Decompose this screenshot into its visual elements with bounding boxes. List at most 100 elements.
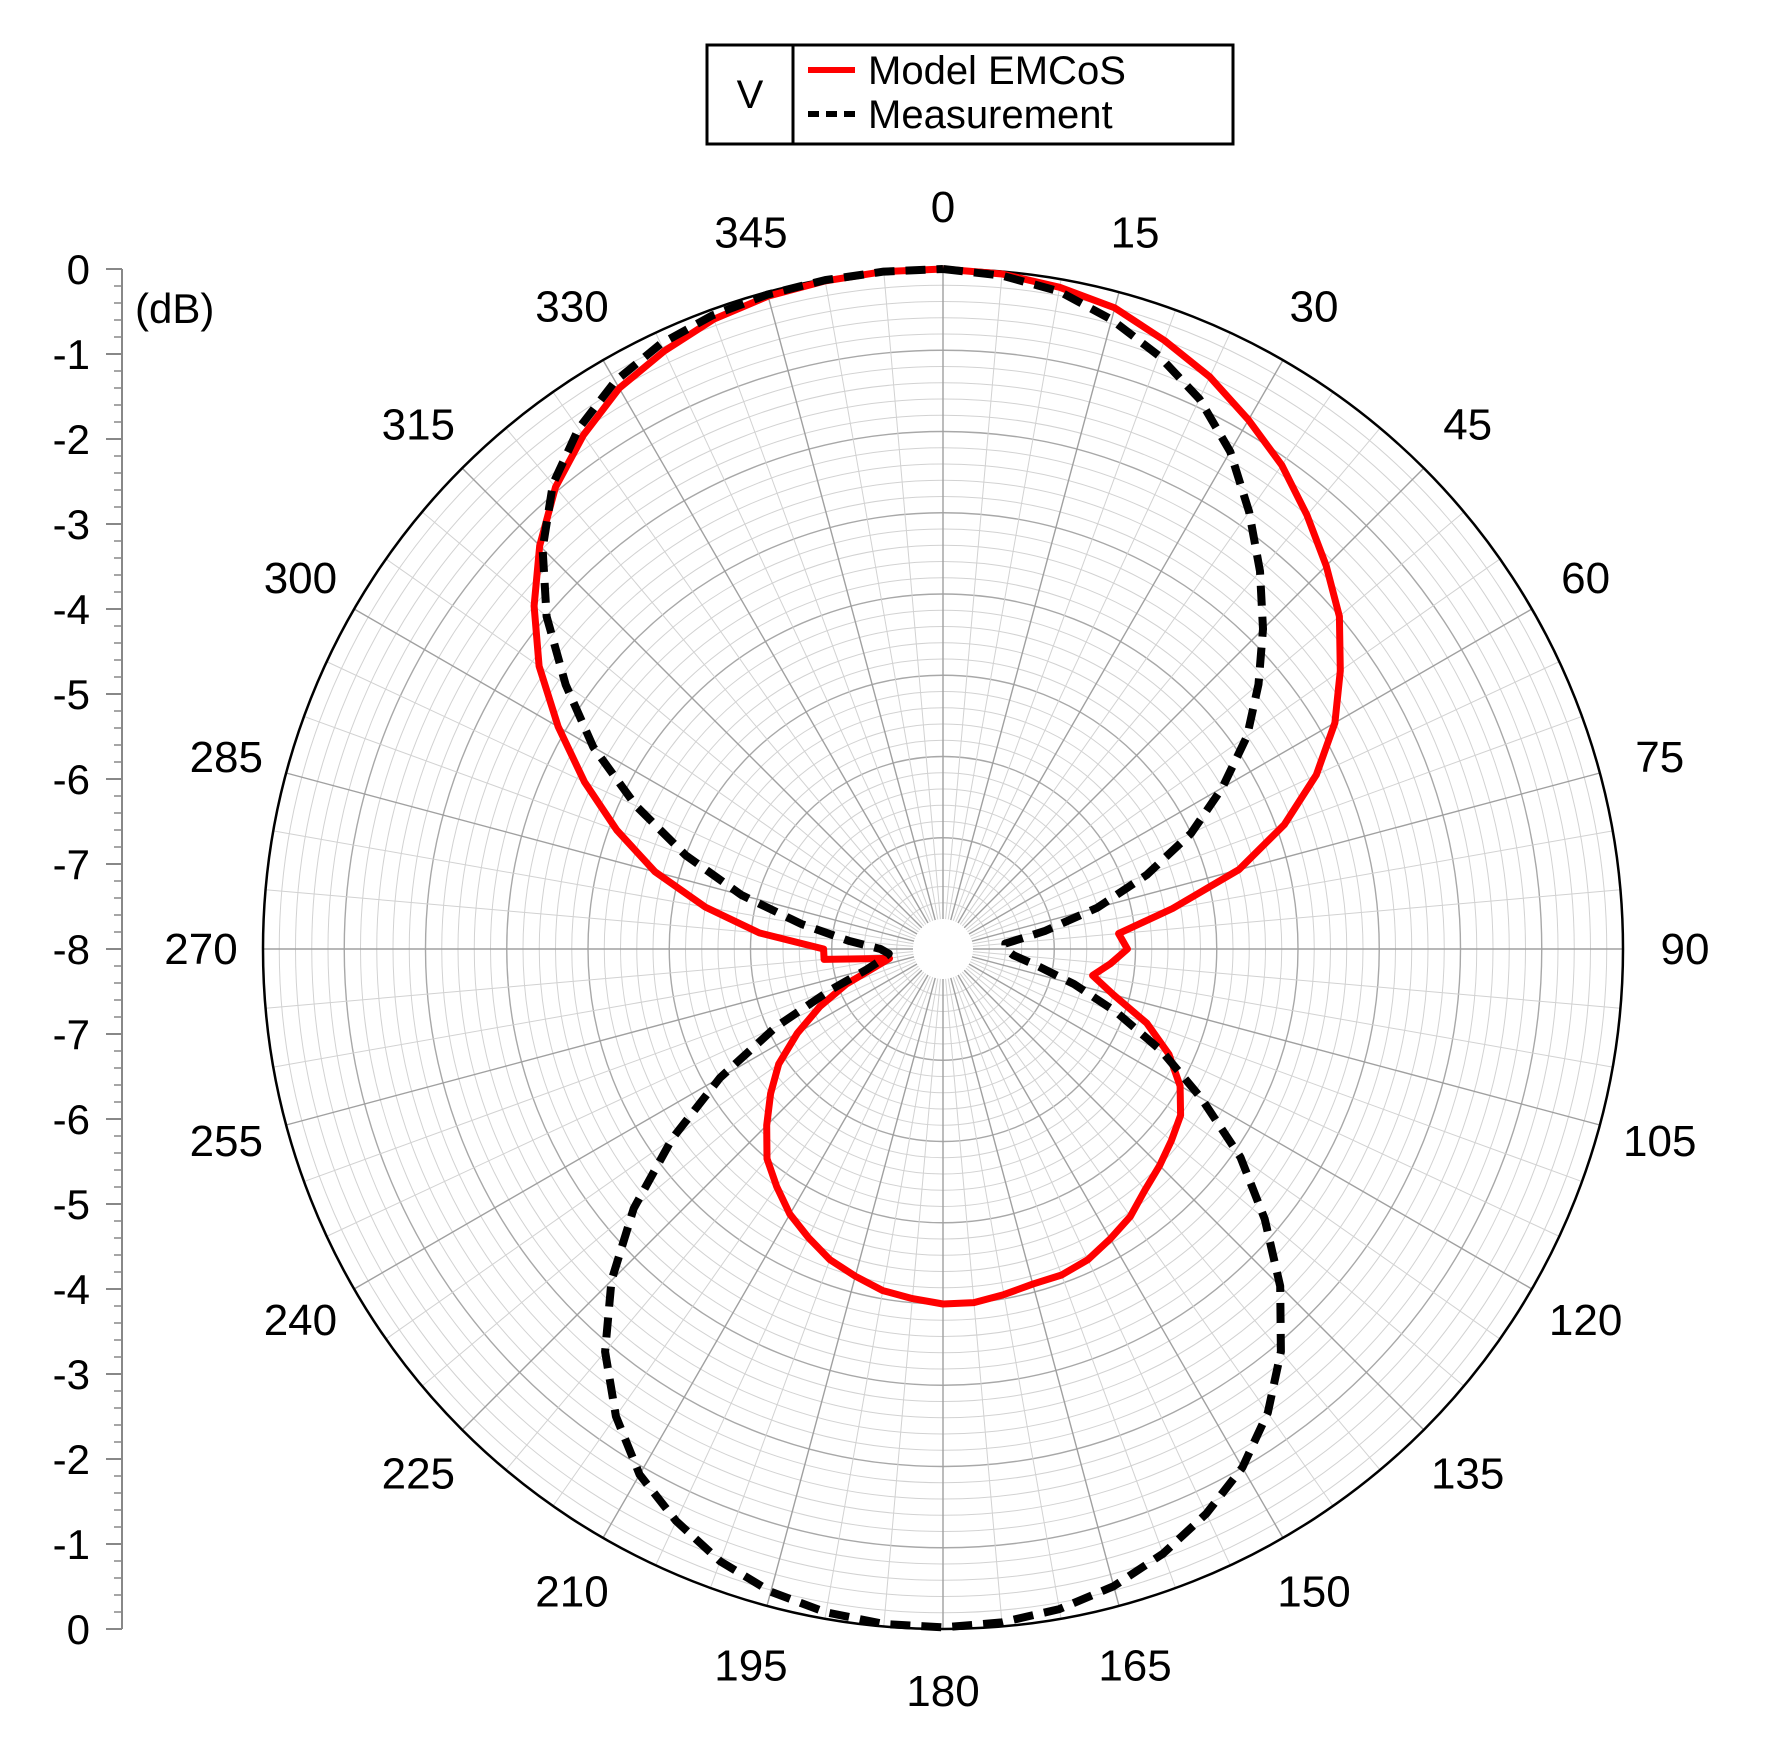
- grid-spoke: [947, 978, 1062, 1619]
- grid-spoke: [602, 359, 929, 924]
- angle-label: 135: [1431, 1450, 1504, 1499]
- angle-label: 285: [190, 733, 263, 782]
- grid-spoke: [963, 969, 1425, 1431]
- grid-spoke: [655, 332, 931, 923]
- grid-spoke: [961, 971, 1381, 1471]
- grid-spoke: [972, 953, 1613, 1068]
- angle-label: 15: [1111, 208, 1160, 257]
- grid-spoke: [709, 309, 934, 921]
- angle-label: 300: [264, 554, 337, 603]
- angle-label: 60: [1561, 554, 1610, 603]
- scale-tick-label: -6: [53, 756, 90, 803]
- angle-label: 30: [1290, 282, 1339, 331]
- scale-tick-label: -8: [53, 926, 90, 973]
- angle-label: 225: [382, 1450, 455, 1499]
- scale-tick-label: -6: [53, 1096, 90, 1143]
- grid-spoke: [959, 391, 1334, 925]
- grid-spoke: [505, 427, 925, 927]
- legend: V Model EMCoS Measurement: [705, 43, 1235, 146]
- grid-spoke: [824, 978, 939, 1619]
- scale-tick-label: -5: [53, 671, 90, 718]
- grid-spoke: [952, 309, 1177, 921]
- grid-spoke: [950, 977, 1120, 1607]
- scale-tick-label: -7: [53, 841, 90, 888]
- grid-spoke: [461, 969, 923, 1431]
- angle-label: 120: [1549, 1296, 1622, 1345]
- grid-spoke: [950, 291, 1120, 921]
- grid-spoke: [957, 974, 1284, 1539]
- grid-spoke: [265, 889, 914, 947]
- grid-spoke: [955, 332, 1231, 923]
- angle-label: 210: [535, 1568, 608, 1617]
- scale-tick-label: -1: [53, 1521, 90, 1568]
- angle-label: 330: [535, 282, 608, 331]
- angle-label: 105: [1623, 1117, 1696, 1166]
- grid-spoke: [421, 967, 921, 1387]
- grid-spoke: [824, 279, 939, 920]
- angle-label: 270: [164, 925, 237, 974]
- angle-labels: 0 15 30 45 60 75 90 105 120 135 150 165 180 195 210 225…: [164, 183, 1709, 1716]
- grid-spoke: [972, 830, 1613, 945]
- grid-spoke: [972, 951, 1621, 1009]
- scale-tick-label: -2: [53, 416, 90, 463]
- grid-spoke: [969, 661, 1560, 937]
- angle-label: 240: [264, 1296, 337, 1345]
- grid-spoke: [965, 967, 1465, 1387]
- grid-spoke: [959, 973, 1334, 1507]
- grid-spoke: [353, 963, 918, 1290]
- grid-spoke: [353, 608, 918, 935]
- legend-label-model: Model EMCoS: [868, 49, 1126, 93]
- grid-spoke: [968, 963, 1533, 1290]
- grid-spoke: [421, 511, 921, 931]
- scale-tick-label: -7: [53, 1011, 90, 1058]
- polar-grid: [261, 267, 1625, 1631]
- scale-tick-label: -4: [53, 1266, 90, 1313]
- grid-spoke: [967, 965, 1501, 1340]
- grid-spoke: [965, 511, 1465, 931]
- radial-scale-axis: (dB) 0 -1 -2 -3 -4 -5 -6 -7 -8 -7 -6 -5 -4 -3 -2 -1 0: [53, 246, 215, 1653]
- grid-spoke: [552, 973, 927, 1507]
- grid-spoke: [961, 427, 1381, 927]
- legend-polarization-label: V: [737, 73, 764, 117]
- angle-label: 0: [931, 183, 955, 232]
- grid-spoke: [273, 953, 914, 1068]
- grid-spoke: [602, 974, 929, 1539]
- legend-label-measurement: Measurement: [868, 93, 1113, 137]
- angle-label: 45: [1443, 400, 1492, 449]
- grid-spoke: [971, 772, 1601, 942]
- series-line-model-emcos: [530, 265, 1344, 1308]
- grid-spoke: [385, 965, 919, 1340]
- grid-spoke: [952, 977, 1177, 1589]
- angle-label: 180: [906, 1667, 979, 1716]
- grid-spoke: [766, 977, 936, 1607]
- grid-spoke: [967, 558, 1501, 933]
- grid-spoke: [883, 978, 941, 1627]
- angle-label: 75: [1635, 733, 1684, 782]
- scale-tick-label: -3: [53, 1351, 90, 1398]
- grid-spoke: [709, 977, 934, 1589]
- radial-unit-label: (dB): [135, 285, 214, 332]
- angle-label: 315: [382, 400, 455, 449]
- scale-tick-label: -1: [53, 331, 90, 378]
- grid-spoke: [968, 608, 1533, 935]
- grid-spoke: [273, 830, 914, 945]
- grid-spoke: [947, 279, 1062, 920]
- angle-label: 150: [1277, 1568, 1350, 1617]
- grid-spoke: [303, 958, 915, 1183]
- grid-spoke: [265, 951, 914, 1009]
- series-line-measurement: [538, 265, 1285, 1632]
- grid-spoke: [385, 558, 919, 933]
- angle-label: 255: [190, 1117, 263, 1166]
- scale-tick-label: 0: [67, 246, 90, 293]
- angle-label: 345: [714, 208, 787, 257]
- grid-spoke: [963, 467, 1425, 929]
- angle-label: 195: [714, 1642, 787, 1691]
- scale-tick-label: -5: [53, 1181, 90, 1228]
- scale-tick-label: -3: [53, 501, 90, 548]
- grid-spoke: [552, 391, 927, 925]
- grid-spoke: [326, 661, 917, 937]
- grid-spoke: [955, 975, 1231, 1566]
- scale-tick-label: -4: [53, 586, 90, 633]
- grid-spoke: [972, 889, 1621, 947]
